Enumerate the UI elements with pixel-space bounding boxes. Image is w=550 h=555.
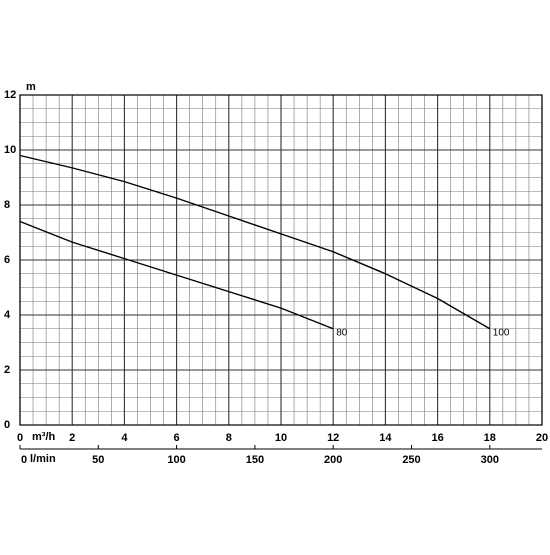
plot-frame — [19, 94, 543, 426]
curve-label: 80 — [336, 327, 348, 338]
x2-axis-label: l/min — [30, 453, 56, 465]
curve — [19, 154, 491, 330]
x-tick-label: 16 — [431, 432, 443, 444]
x-tick-label: 8 — [226, 432, 232, 444]
x2-tick-label: 0 — [21, 454, 27, 466]
x2-tick-label: 200 — [324, 454, 342, 466]
x-tick-label: 12 — [327, 432, 339, 444]
x-tick-label: 20 — [536, 432, 548, 444]
y-tick-label: 2 — [4, 364, 10, 376]
x-tick-label: 14 — [379, 432, 392, 444]
x-tick-label: 10 — [275, 432, 287, 444]
y-tick-label: 8 — [4, 199, 10, 211]
x2-tick-label: 150 — [246, 454, 264, 466]
curve-label: 100 — [493, 327, 510, 338]
x-tick-label: 6 — [174, 432, 180, 444]
y-axis-label: m — [26, 81, 36, 93]
x2-tick-label: 100 — [167, 454, 185, 466]
y-tick-label: 4 — [4, 309, 11, 321]
y-tick-label: 10 — [4, 144, 16, 156]
x-axis-label: m³/h — [32, 431, 56, 443]
x2-tick-label: 300 — [481, 454, 499, 466]
x2-tick-label: 50 — [92, 454, 104, 466]
x2-tick-label: 250 — [402, 454, 420, 466]
x-tick-label: 0 — [17, 432, 23, 444]
x-tick-label: 2 — [69, 432, 75, 444]
x-tick-label: 4 — [121, 432, 128, 444]
x-tick-label: 18 — [484, 432, 496, 444]
curve — [19, 220, 334, 330]
y-tick-label: 6 — [4, 254, 10, 266]
y-tick-label: 12 — [4, 89, 16, 101]
y-tick-label: 0 — [4, 419, 10, 431]
